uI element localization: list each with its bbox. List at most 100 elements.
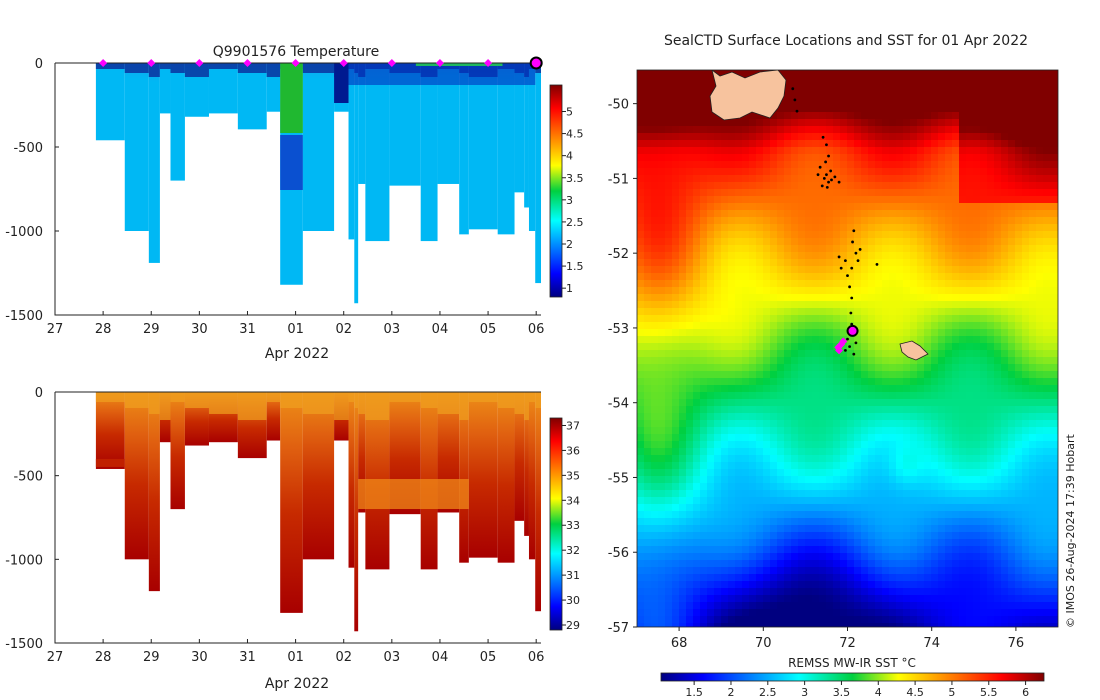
sst-cell: [882, 203, 890, 211]
sst-cell: [840, 448, 848, 456]
sst-cell: [1029, 245, 1037, 253]
sst-cell: [1008, 259, 1016, 267]
sst-cell: [665, 154, 673, 162]
sst-cell: [973, 462, 981, 470]
sst-cell: [875, 343, 883, 351]
sst-cell: [875, 392, 883, 400]
sst-cell: [763, 182, 771, 190]
sst-cell: [868, 336, 876, 344]
sst-cell: [1015, 287, 1023, 295]
sst-cell: [686, 567, 694, 575]
sst-cell: [1050, 322, 1058, 330]
sst-cell: [721, 357, 729, 365]
sst-cell: [854, 406, 862, 414]
sst-cell: [987, 399, 995, 407]
sst-cell: [868, 343, 876, 351]
sst-cell: [847, 301, 855, 309]
sst-cell: [1022, 105, 1030, 113]
sst-cell: [1022, 329, 1030, 337]
sst-cell: [889, 595, 897, 603]
sst-cell: [917, 273, 925, 281]
sst-cell: [728, 574, 736, 582]
sst-cell: [952, 553, 960, 561]
sst-cell: [980, 287, 988, 295]
sst-cell: [959, 350, 967, 358]
sst-cell: [658, 98, 666, 106]
salinity-colorbar-label: 35: [566, 469, 580, 482]
sst-cell: [889, 539, 897, 547]
sst-cell: [1057, 133, 1058, 141]
sst-cell: [1001, 196, 1009, 204]
sst-cell: [994, 140, 1002, 148]
sst-cell: [1015, 420, 1023, 428]
sst-cell: [686, 392, 694, 400]
sst-cell: [1008, 581, 1016, 589]
sst-cell: [658, 546, 666, 554]
sst-cell: [973, 182, 981, 190]
sst-cell: [700, 224, 708, 232]
sst-cell: [812, 483, 820, 491]
sst-cell: [749, 518, 757, 526]
sst-cell: [945, 315, 953, 323]
sst-cell: [1050, 315, 1058, 323]
sst-cell: [952, 476, 960, 484]
sst-cell: [651, 301, 659, 309]
sst-cell: [714, 189, 722, 197]
sst-cell: [686, 336, 694, 344]
sst-cell: [987, 273, 995, 281]
salinity-surface-layer: [348, 392, 355, 402]
sst-cell: [672, 210, 680, 218]
sst-cell: [742, 189, 750, 197]
sst-cell: [826, 462, 834, 470]
sst-cell: [966, 371, 974, 379]
sst-cell: [826, 266, 834, 274]
sst-cell: [798, 147, 806, 155]
sst-cell: [777, 525, 785, 533]
sst-cell: [910, 245, 918, 253]
sst-cell: [637, 252, 645, 260]
sst-cell: [756, 567, 764, 575]
sst-cell: [924, 469, 932, 477]
sst-cell: [672, 280, 680, 288]
sst-cell: [924, 70, 932, 78]
sst-cell: [1043, 385, 1051, 393]
sst-cell: [1001, 483, 1009, 491]
sst-cell: [882, 308, 890, 316]
sst-cell: [798, 126, 806, 134]
sst-cell: [917, 189, 925, 197]
sst-cell: [1008, 546, 1016, 554]
sst-cell: [721, 539, 729, 547]
sst-cell: [994, 532, 1002, 540]
sst-cell: [763, 315, 771, 323]
sst-cell: [763, 329, 771, 337]
sst-cell: [672, 511, 680, 519]
sst-cell: [693, 105, 701, 113]
sst-cell: [672, 525, 680, 533]
sst-cell: [903, 308, 911, 316]
sst-cell: [805, 273, 813, 281]
sst-cell: [1050, 301, 1058, 309]
sst-cell: [903, 224, 911, 232]
sst-cell: [819, 476, 827, 484]
sst-cell: [833, 581, 841, 589]
sst-cell: [868, 231, 876, 239]
sst-cell: [875, 329, 883, 337]
sst-cell: [665, 490, 673, 498]
sst-cell: [644, 539, 652, 547]
sst-cell: [959, 567, 967, 575]
sst-cell: [952, 280, 960, 288]
sst-cell: [896, 567, 904, 575]
sst-cell: [959, 525, 967, 533]
sst-cell: [1008, 567, 1016, 575]
sst-cell: [1057, 392, 1058, 400]
sst-cell: [1043, 308, 1051, 316]
sst-cell: [875, 217, 883, 225]
sst-cell: [959, 560, 967, 568]
sst-cell: [1036, 322, 1044, 330]
sst-cell: [987, 231, 995, 239]
salinity-x-tick-label: 04: [432, 650, 449, 665]
sst-cell: [644, 315, 652, 323]
sst-cell: [826, 217, 834, 225]
sst-cell: [889, 98, 897, 106]
sst-cell: [672, 119, 680, 127]
